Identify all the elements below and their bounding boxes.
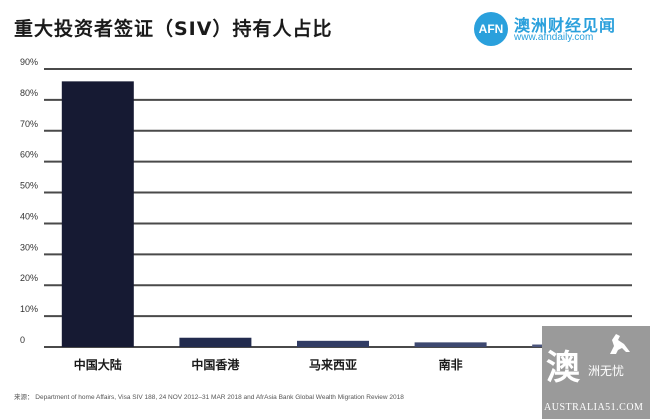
bar-1 — [179, 337, 252, 347]
brand-logo: AFN 澳洲财经见闻 www.afndaily.com — [474, 10, 644, 48]
source-note: 来源： Department of home Affairs, Visa SIV… — [14, 394, 404, 401]
bar-layer — [61, 81, 605, 347]
brand-url: www.afndaily.com — [514, 32, 594, 43]
brand-badge-icon: AFN — [474, 12, 508, 46]
y-tick-label: 70% — [20, 119, 38, 129]
bar-3 — [414, 342, 487, 347]
watermark-logo: 澳 洲无忧 AUSTRALIA51.COM — [542, 326, 650, 419]
y-tick-label: 90% — [20, 57, 38, 67]
y-tick-label: 10% — [20, 304, 38, 314]
x-tick-label: 中国香港 — [191, 357, 240, 372]
chart-title: 重大投资者签证（SIV）持有人占比 — [14, 18, 333, 40]
y-tick-label: 30% — [20, 242, 38, 252]
y-tick-label: 80% — [20, 88, 38, 98]
y-tick-label: 50% — [20, 181, 38, 191]
x-label-layer: 中国大陆中国香港马来西亚南非越南 — [74, 357, 580, 372]
y-tick-label: 20% — [20, 273, 38, 283]
x-tick-label: 中国大陆 — [74, 357, 122, 372]
x-tick-label: 南非 — [439, 357, 463, 372]
grid-layer: 0 10% 20% 30% 40% 50% 60% 70% 80% 90% — [20, 57, 632, 348]
kangaroo-icon — [610, 334, 630, 354]
y-tick-label: 0 — [20, 335, 25, 345]
brand-name: 澳洲财经见闻 — [514, 16, 617, 35]
watermark-big-char: 澳 — [546, 348, 580, 388]
x-tick-label: 马来西亚 — [309, 357, 357, 372]
y-tick-label: 60% — [20, 150, 38, 160]
watermark-site-text: AUSTRALIA51.COM — [544, 402, 644, 413]
bar-0 — [61, 81, 134, 347]
bar-2 — [297, 340, 369, 347]
y-tick-label: 40% — [20, 211, 38, 221]
watermark-small-text: 洲无忧 — [588, 364, 625, 378]
